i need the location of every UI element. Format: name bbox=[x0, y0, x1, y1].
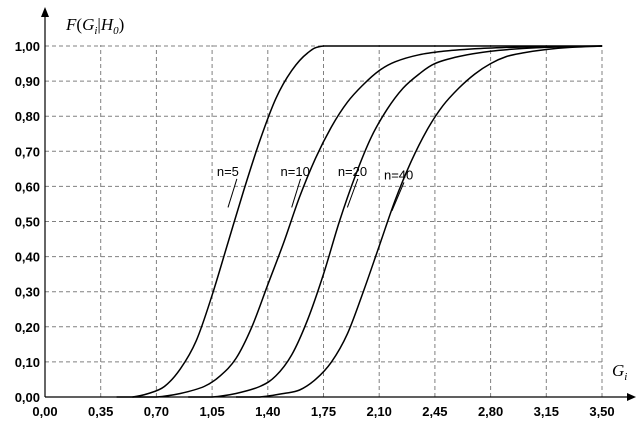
x-tick-label: 0,35 bbox=[88, 404, 113, 419]
x-tick-label: 1,05 bbox=[199, 404, 224, 419]
series-lines bbox=[116, 45, 603, 398]
x-tick-label: 3,15 bbox=[534, 404, 559, 419]
series-line-2 bbox=[132, 45, 603, 398]
series-label-3: n=20 bbox=[338, 164, 367, 179]
series-line-3 bbox=[188, 45, 603, 398]
x-tick-label: 1,40 bbox=[255, 404, 280, 419]
series-labels: n=5 n=10 n=20 n=40 bbox=[217, 164, 413, 212]
y-tick-label: 0,40 bbox=[15, 250, 40, 265]
x-tick-label: 0,00 bbox=[32, 404, 57, 419]
series-label-2: n=10 bbox=[281, 164, 310, 179]
y-tick-label: 0,10 bbox=[15, 355, 40, 370]
y-tick-label: 0,80 bbox=[15, 109, 40, 124]
y-axis-title: F(Gi|H0) bbox=[65, 15, 124, 37]
y-tick-label: 0,20 bbox=[15, 320, 40, 335]
x-axis-arrow bbox=[627, 393, 636, 401]
tick-labels: 0,00 0,35 0,70 1,05 1,40 1,75 2,10 2,45 2,80 3,15… bbox=[15, 39, 615, 419]
series-label-pointer-3 bbox=[346, 178, 359, 208]
series-line-1 bbox=[116, 45, 602, 398]
x-tick-label: 0,70 bbox=[144, 404, 169, 419]
y-tick-label: 0,70 bbox=[15, 144, 40, 159]
x-tick-label: 3,50 bbox=[589, 404, 614, 419]
grid bbox=[45, 45, 603, 397]
y-axis-arrow bbox=[41, 7, 49, 17]
series-label-pointer-1 bbox=[227, 178, 238, 208]
y-tick-label: 0,00 bbox=[15, 390, 40, 405]
series-label-4: n=40 bbox=[384, 167, 413, 182]
x-tick-label: 2,10 bbox=[367, 404, 392, 419]
y-tick-label: 0,90 bbox=[15, 74, 40, 89]
x-tick-label: 1,75 bbox=[311, 404, 336, 419]
series-label-pointer-4 bbox=[391, 182, 405, 212]
y-tick-label: 0,30 bbox=[15, 285, 40, 300]
series-line-4 bbox=[236, 45, 603, 398]
y-tick-label: 1,00 bbox=[15, 39, 40, 54]
x-tick-label: 2,45 bbox=[422, 404, 447, 419]
y-tick-label: 0,50 bbox=[15, 215, 40, 230]
x-tick-label: 2,80 bbox=[478, 404, 503, 419]
x-axis-title: Gi bbox=[612, 361, 627, 383]
series-label-pointer-2 bbox=[291, 178, 302, 208]
y-tick-label: 0,60 bbox=[15, 179, 40, 194]
series-label-1: n=5 bbox=[217, 164, 239, 179]
